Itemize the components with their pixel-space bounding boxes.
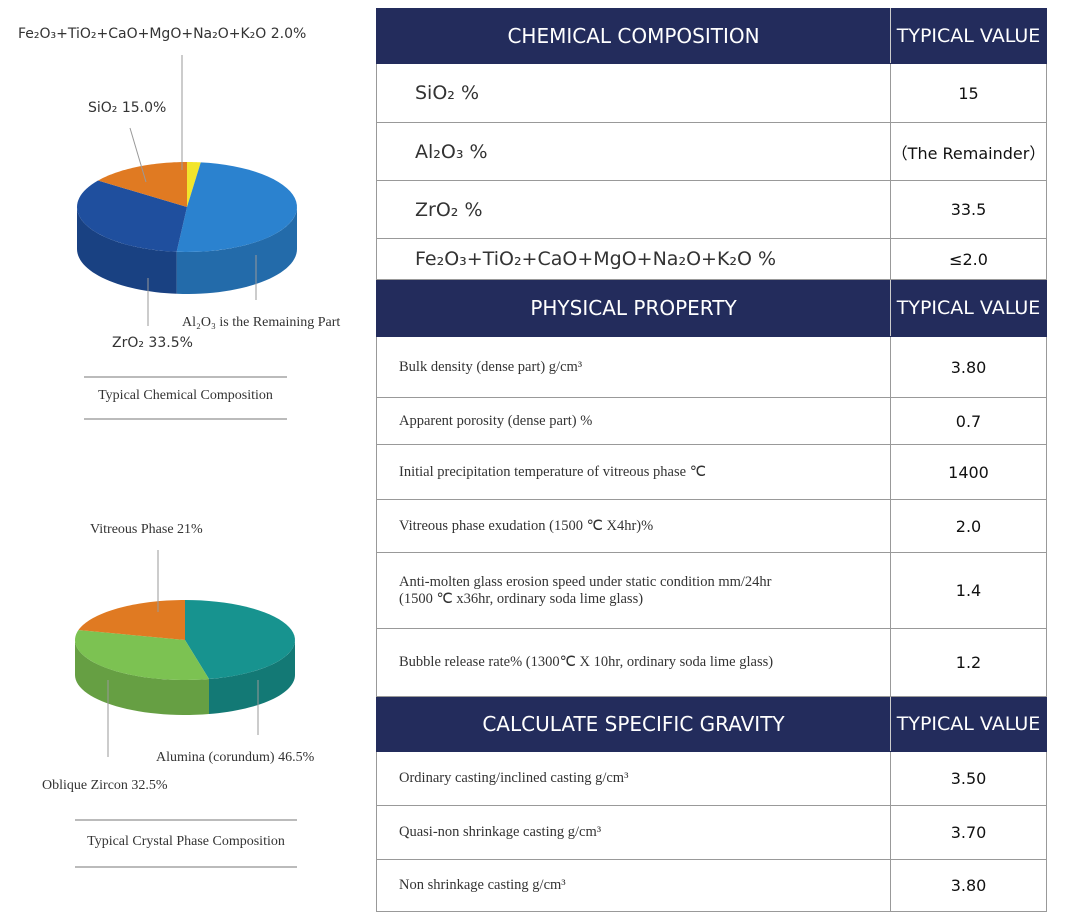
property-cell: Non shrinkage casting g/cm³ (377, 860, 891, 911)
slice-label: Al₂O₃ is the Remaining Part (182, 315, 340, 330)
table-row: ZrO₂ % 33.5 (376, 181, 1047, 239)
pie-charts: Fe₂O₃+TiO₂+CaO+MgO+Na₂O+K₂O 2.0% Al₂O₃ is… (18, 26, 340, 868)
value-cell: 1400 (948, 462, 989, 482)
table-row: Quasi-non shrinkage casting g/cm³ 3.70 (376, 806, 1047, 860)
property-cell: Bubble release rate% (1300℃ X 10hr, ordi… (377, 629, 891, 696)
slice-label: SiO₂ 15.0% (88, 100, 166, 116)
table-row: Ordinary casting/inclined casting g/cm³ 3… (376, 752, 1047, 806)
value-cell: 15 (958, 83, 979, 103)
section-header: PHYSICAL PROPERTY TYPICAL VALUE (376, 280, 1047, 337)
property-cell: Ordinary casting/inclined casting g/cm³ (377, 752, 891, 805)
property-cell: Quasi-non shrinkage casting g/cm³ (377, 806, 891, 859)
table-row: Apparent porosity (dense part) % 0.7 (376, 398, 1047, 445)
value-cell: 3.50 (950, 769, 987, 788)
pie-slice (185, 600, 295, 680)
pie-slice (98, 162, 187, 207)
value-cell: 1.4 (955, 581, 982, 600)
property-cell: SiO₂ % (377, 64, 891, 122)
table-row: Bubble release rate% (1300℃ X 10hr, ordi… (376, 629, 1047, 697)
header-cell: CALCULATE SPECIFIC GRAVITY (377, 697, 891, 751)
header-cell: TYPICAL VALUE (896, 713, 1041, 735)
table-row: Fe₂O₃+TiO₂+CaO+MgO+Na₂O+K₂O % ≤2.0 (376, 239, 1047, 280)
pie-side (77, 207, 177, 294)
value-cell: 3.70 (950, 823, 987, 842)
pie-side (176, 207, 297, 294)
value-cell: 3.80 (950, 357, 987, 377)
leader-line (129, 127, 147, 183)
slice-label: Oblique Zircon 32.5% (42, 778, 168, 793)
table-row: Initial precipitation temperature of vit… (376, 445, 1047, 500)
table-row: Bulk density (dense part) g/cm³ 3.80 (376, 337, 1047, 398)
header-cell: CHEMICAL COMPOSITION (377, 8, 891, 63)
property-table: CHEMICAL COMPOSITION TYPICAL VALUE SiO₂ % 1… (376, 8, 1047, 912)
caption: Typical Chemical Composition (98, 388, 273, 403)
value-cell: ≤2.0 (949, 249, 988, 269)
table-row: SiO₂ % 15 (376, 64, 1047, 123)
value-cell: 3.80 (950, 876, 987, 895)
table-row: Anti-molten glass erosion speed under st… (376, 553, 1047, 629)
property-cell: Anti-molten glass erosion speed under st… (377, 553, 891, 628)
pie-slice (187, 162, 201, 207)
property-cell: ZrO₂ % (377, 181, 891, 238)
table-row: Vitreous phase exudation (1500 ℃ X4hr)% 2… (376, 500, 1047, 553)
property-cell: Apparent porosity (dense part) % (377, 398, 891, 444)
slice-label: Vitreous Phase 21% (90, 522, 203, 537)
header-cell: TYPICAL VALUE (896, 24, 1041, 47)
section-header: CALCULATE SPECIFIC GRAVITY TYPICAL VALUE (376, 697, 1047, 752)
slice-label: Fe₂O₃+TiO₂+CaO+MgO+Na₂O+K₂O 2.0% (18, 26, 306, 42)
table-row: Al₂O₃ % （The Remainder） (376, 123, 1047, 181)
slice-label: Alumina (corundum) 46.5% (156, 750, 315, 765)
header-cell: TYPICAL VALUE (896, 297, 1041, 319)
pie-slice (176, 162, 297, 252)
pie-slice (77, 180, 187, 252)
value-cell: 33.5 (950, 200, 987, 219)
slice-label: ZrO₂ 33.5% (112, 335, 193, 351)
pie-side (208, 640, 295, 715)
property-cell: Initial precipitation temperature of vit… (377, 445, 891, 499)
pie-slice (75, 630, 209, 680)
property-cell: Fe₂O₃+TiO₂+CaO+MgO+Na₂O+K₂O % (377, 239, 891, 279)
section-header: CHEMICAL COMPOSITION TYPICAL VALUE (376, 8, 1047, 64)
table-row: Non shrinkage casting g/cm³ 3.80 (376, 860, 1047, 912)
header-cell: PHYSICAL PROPERTY (377, 280, 891, 336)
value-cell: 0.7 (955, 411, 982, 431)
value-cell: 1.2 (955, 653, 982, 672)
property-cell: Bulk density (dense part) g/cm³ (377, 337, 891, 397)
property-cell: Vitreous phase exudation (1500 ℃ X4hr)% (377, 500, 891, 552)
caption: Typical Crystal Phase Composition (87, 834, 285, 849)
value-cell: （The Remainder） (891, 143, 1046, 163)
value-cell: 2.0 (955, 516, 982, 536)
property-cell: Al₂O₃ % (377, 123, 891, 180)
